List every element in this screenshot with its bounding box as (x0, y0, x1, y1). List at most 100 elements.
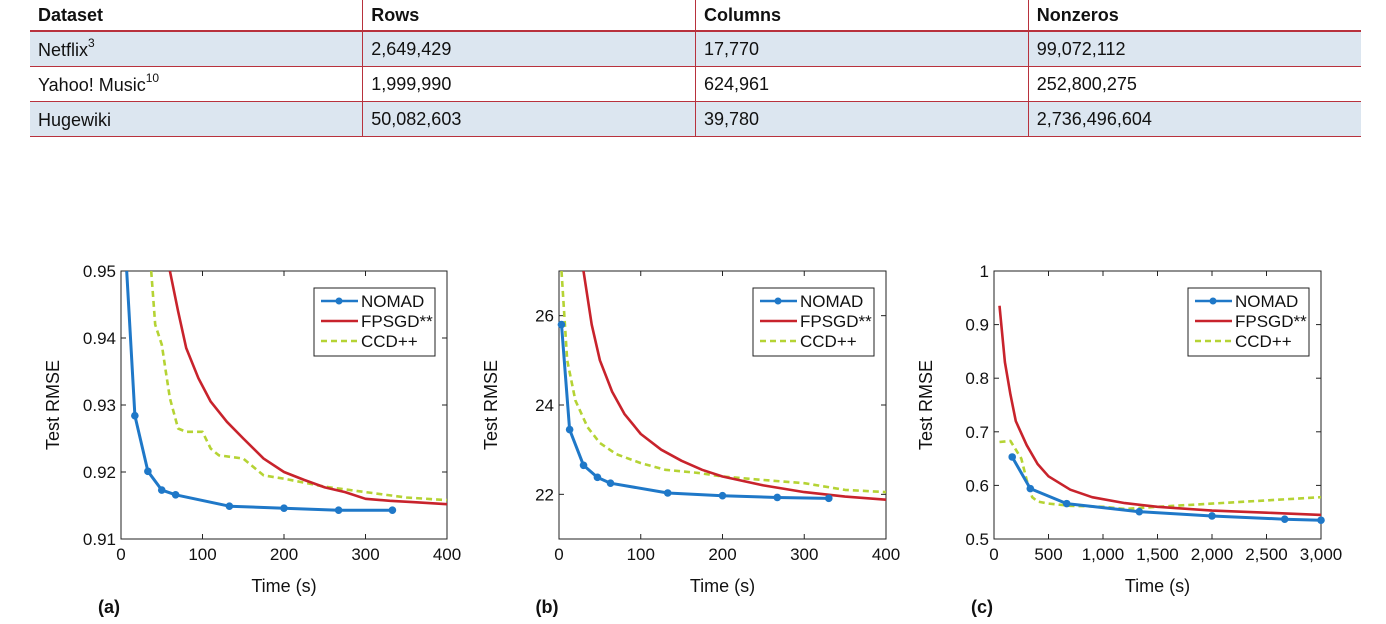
data-point-nomad (824, 494, 833, 503)
series-line-fpsgd (168, 271, 447, 506)
x-tick-label: 1,000 (1082, 545, 1125, 564)
reference-number: 10 (145, 70, 160, 85)
x-tick-label: 400 (872, 545, 900, 564)
data-point-nomad (606, 479, 615, 487)
y-tick-label: 0.91 (83, 530, 116, 549)
columns-cell: 39,780 (695, 101, 1029, 137)
legend-label: NOMAD (361, 292, 424, 311)
y-tick-label: 24 (535, 396, 554, 415)
data-point-nomad (334, 506, 343, 514)
data-point-nomad (171, 490, 180, 499)
table-row: Yahoo! Music10 1,999,990 624,961 252,800… (30, 66, 1361, 102)
data-point-nomad (579, 461, 588, 470)
header-rows: Rows (362, 0, 696, 32)
x-axis-label: Time (s) (1125, 576, 1190, 596)
data-point-nomad (131, 411, 139, 420)
header-dataset: Dataset (30, 0, 363, 32)
data-point-nomad (1280, 515, 1289, 523)
columns-cell: 624,961 (695, 66, 1029, 102)
x-axis-label: Time (s) (251, 576, 316, 596)
data-point-nomad (157, 486, 166, 494)
rows-cell: 1,999,990 (362, 66, 696, 102)
dataset-name-cell: Netflix3 (30, 31, 363, 67)
x-tick-label: 300 (351, 545, 379, 564)
nonzeros-cell: 252,800,275 (1027, 66, 1361, 102)
y-axis-label: Test RMSE (43, 360, 63, 450)
legend-label: CCD++ (1235, 332, 1292, 351)
y-tick-label: 0.95 (83, 262, 116, 281)
table-row: Netflix3 2,649,429 17,770 99,072,112 (30, 31, 1361, 67)
columns-cell: 17,770 (695, 31, 1029, 67)
nonzeros-cell: 2,736,496,604 (1027, 101, 1361, 137)
y-axis-label: Test RMSE (916, 360, 936, 450)
y-axis-label: Test RMSE (481, 360, 501, 450)
dataset-name-cell: Yahoo! Music10 (30, 66, 363, 102)
x-tick-label: 3,000 (1300, 545, 1343, 564)
legend-label: NOMAD (800, 292, 863, 311)
rows-cell: 2,649,429 (362, 31, 696, 67)
x-axis-label: Time (s) (690, 576, 755, 596)
x-tick-label: 2,000 (1191, 545, 1234, 564)
data-point-nomad (1008, 453, 1017, 461)
dataset-table: Dataset Rows Columns Nonzeros Netflix3 2… (30, 0, 1361, 137)
data-point-nomad (718, 491, 727, 500)
y-tick-label: 0.7 (965, 423, 989, 442)
header-nonzeros: Nonzeros (1027, 0, 1361, 32)
data-point-nomad (1026, 484, 1035, 493)
y-tick-label: 26 (535, 307, 554, 326)
chart-panel: 0 100 200 300 400 22 24 26 Time (s) Test RMSE (b) N… (481, 270, 900, 617)
panel-label: (c) (971, 597, 993, 617)
legend-label: CCD++ (800, 332, 857, 351)
x-tick-label: 400 (433, 545, 461, 564)
rows-cell: 50,082,603 (362, 101, 696, 137)
x-tick-label: 300 (790, 545, 818, 564)
legend-label: FPSGD** (1235, 312, 1307, 331)
y-tick-label: 0.94 (83, 329, 116, 348)
x-tick-label: 200 (708, 545, 736, 564)
dataset-name: Yahoo! Music (38, 74, 146, 95)
legend-label: FPSGD** (800, 312, 872, 331)
data-point-nomad (1135, 507, 1144, 516)
table-header-row: Dataset Rows Columns Nonzeros (30, 0, 1361, 32)
header-columns: Columns (695, 0, 1029, 32)
data-point-nomad (557, 320, 566, 329)
y-tick-label: 1 (980, 262, 989, 281)
y-tick-label: 0.8 (965, 369, 989, 388)
data-point-nomad (593, 473, 602, 482)
series-line-fpsgd (998, 305, 1321, 517)
legend-marker-nomad (1209, 297, 1217, 305)
nonzeros-cell: 99,072,112 (1027, 31, 1361, 67)
legend-label: FPSGD** (361, 312, 433, 331)
legend-label: NOMAD (1235, 292, 1298, 311)
x-tick-label: 500 (1034, 545, 1062, 564)
data-point-nomad (663, 489, 672, 497)
data-point-nomad (388, 506, 397, 514)
y-tick-label: 0.9 (965, 316, 989, 335)
x-tick-label: 0 (554, 545, 563, 564)
data-point-nomad (773, 493, 782, 502)
dataset-name: Hugewiki (38, 109, 112, 130)
y-tick-label: 0.6 (965, 476, 989, 495)
y-tick-label: 0.5 (965, 530, 989, 549)
table-row: Hugewiki 50,082,603 39,780 2,736,496,604 (30, 101, 1361, 137)
data-point-nomad (565, 425, 574, 434)
data-point-nomad (1062, 499, 1071, 508)
panel-label: (a) (98, 597, 120, 617)
reference-number: 3 (88, 35, 95, 50)
data-point-nomad (225, 502, 234, 510)
data-point-nomad (144, 467, 152, 476)
y-tick-label: 0.92 (83, 463, 116, 482)
y-tick-label: 0.93 (83, 396, 116, 415)
series-line-ccd (149, 271, 447, 502)
data-point-nomad (280, 504, 288, 512)
dataset-name: Netflix (38, 39, 89, 60)
x-tick-label: 100 (627, 545, 655, 564)
data-point-nomad (1317, 516, 1325, 525)
legend-marker-nomad (774, 297, 782, 305)
panel-label: (b) (536, 597, 559, 617)
series-line-nomad (1010, 456, 1321, 522)
series-line-fpsgd (582, 271, 886, 501)
